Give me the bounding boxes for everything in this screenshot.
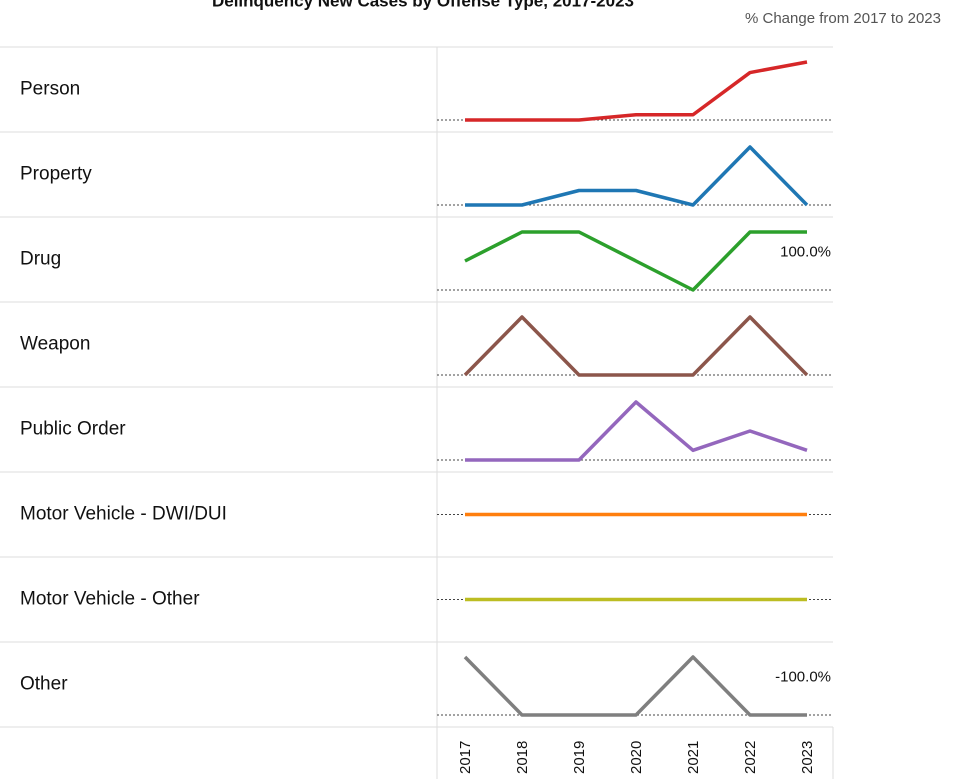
x-tick-label: 2021	[685, 741, 702, 774]
series-line	[465, 400, 808, 462]
x-tick-label: 2023	[799, 741, 816, 774]
series-line	[464, 230, 807, 292]
series-line	[463, 655, 807, 717]
x-tick-label: 2019	[571, 741, 588, 774]
row-label: Person	[20, 79, 80, 100]
series-line	[463, 315, 809, 377]
column-header: % Change from 2017 to 2023	[745, 10, 941, 27]
chart-title: Delinquency New Cases by Offense Type, 2…	[212, 0, 634, 10]
change-label: 100.0%	[780, 243, 831, 260]
series-line	[465, 60, 808, 122]
row-label: Public Order	[20, 419, 126, 440]
series-line	[465, 145, 809, 207]
change-label: -100.0%	[775, 668, 831, 685]
row-label: Drug	[20, 249, 61, 270]
x-tick-label: 2020	[628, 741, 645, 774]
row-label: Property	[20, 164, 92, 185]
x-tick-label: 2017	[457, 741, 474, 774]
x-tick-label: 2022	[742, 741, 759, 774]
x-tick-label: 2018	[514, 741, 531, 774]
row-label: Motor Vehicle - DWI/DUI	[20, 504, 227, 525]
row-label: Other	[20, 674, 68, 695]
row-label: Weapon	[20, 334, 90, 355]
row-label: Motor Vehicle - Other	[20, 589, 200, 610]
